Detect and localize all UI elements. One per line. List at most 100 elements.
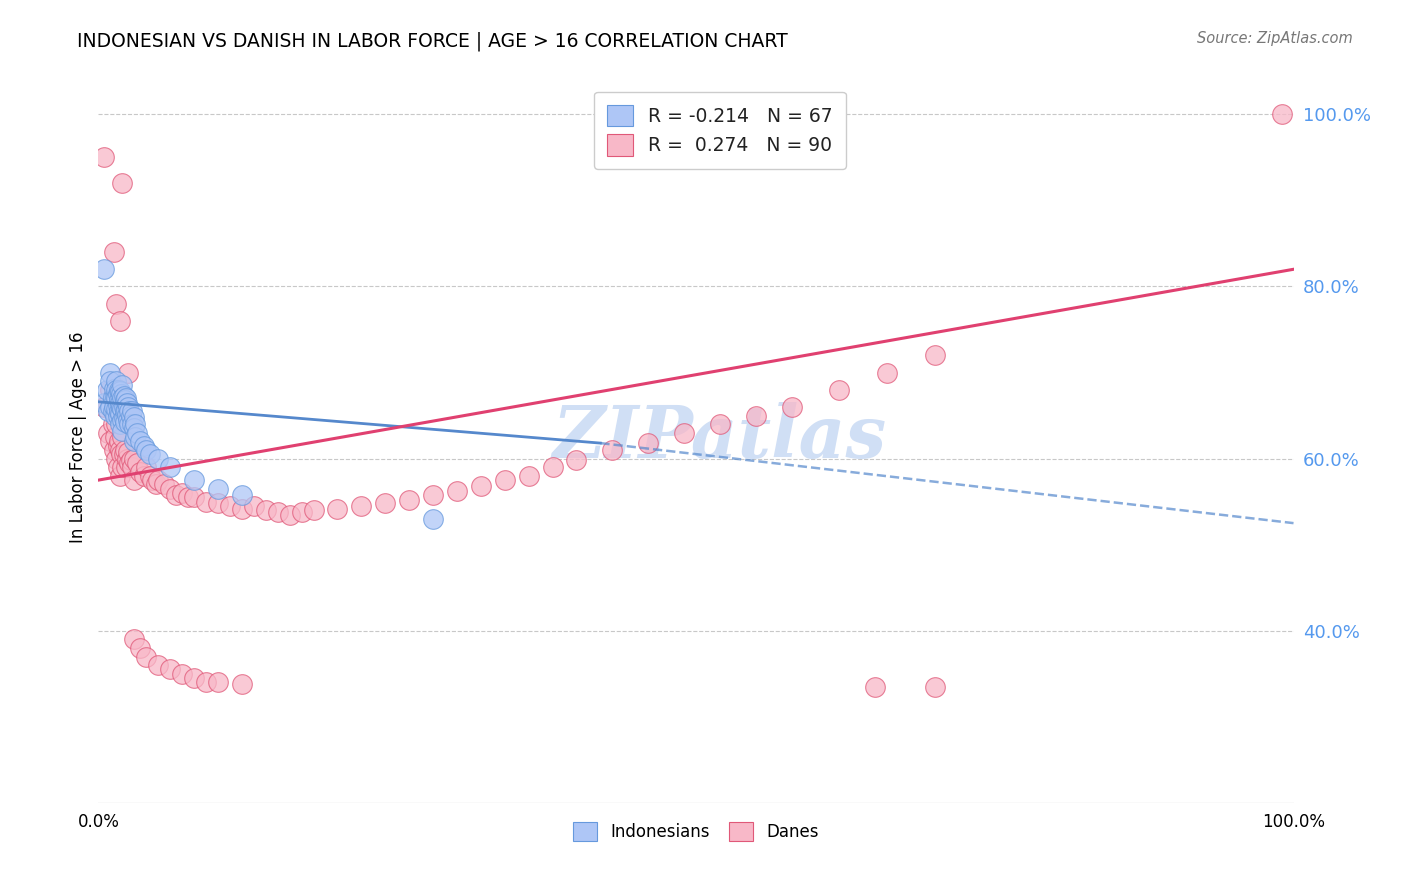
Point <box>118 417 141 432</box>
Point <box>105 417 128 432</box>
Legend: Indonesians, Danes: Indonesians, Danes <box>565 814 827 849</box>
Point <box>114 442 136 457</box>
Point <box>111 424 134 438</box>
Point <box>108 314 131 328</box>
Point <box>104 409 127 423</box>
Point <box>111 460 134 475</box>
Point <box>148 451 170 466</box>
Point <box>124 410 146 425</box>
Point <box>243 499 266 513</box>
Point <box>112 400 135 414</box>
Point <box>107 404 129 418</box>
Point <box>207 675 229 690</box>
Point <box>231 677 253 691</box>
Point <box>108 384 131 399</box>
Point <box>172 486 194 500</box>
Point <box>326 501 349 516</box>
Point <box>135 442 157 457</box>
Point <box>103 400 125 414</box>
Point <box>745 409 768 423</box>
Point <box>278 508 301 522</box>
Point <box>183 491 205 505</box>
Point <box>110 400 132 414</box>
Point <box>112 447 135 461</box>
Point <box>108 395 131 409</box>
Point <box>117 444 139 458</box>
Point <box>195 494 218 508</box>
Point <box>111 430 134 444</box>
Point <box>98 400 122 414</box>
Point <box>541 460 564 475</box>
Point <box>107 439 129 453</box>
Point <box>125 456 148 470</box>
Point <box>124 417 146 432</box>
Point <box>120 453 142 467</box>
Y-axis label: In Labor Force | Age > 16: In Labor Force | Age > 16 <box>69 331 87 543</box>
Point <box>135 460 157 475</box>
Point <box>93 150 115 164</box>
Point <box>183 671 205 685</box>
Point <box>350 499 373 513</box>
Point <box>98 434 122 449</box>
Point <box>108 468 131 483</box>
Point <box>145 477 167 491</box>
Point <box>195 675 218 690</box>
Point <box>105 451 128 466</box>
Point <box>105 383 128 397</box>
Point <box>207 496 229 510</box>
Point <box>302 503 325 517</box>
Point <box>132 439 155 453</box>
Point <box>494 473 516 487</box>
Point <box>101 390 124 404</box>
Point <box>105 374 128 388</box>
Point <box>115 408 138 422</box>
Point <box>125 425 148 440</box>
Point <box>517 468 540 483</box>
Point <box>117 400 139 414</box>
Point <box>159 662 181 676</box>
Point <box>121 417 143 432</box>
Point <box>103 245 125 260</box>
Point <box>132 468 155 483</box>
Point <box>865 680 887 694</box>
Point <box>267 505 290 519</box>
Point <box>422 488 444 502</box>
Point <box>111 401 134 416</box>
Point <box>177 491 200 505</box>
Point <box>148 658 170 673</box>
Point <box>231 488 253 502</box>
Point <box>97 425 120 440</box>
Point <box>104 391 127 405</box>
Point <box>107 393 129 408</box>
Point <box>422 512 444 526</box>
Point <box>115 395 138 409</box>
Point <box>112 389 135 403</box>
Point <box>108 442 131 457</box>
Point <box>121 404 143 418</box>
Point <box>101 417 124 432</box>
Point <box>111 176 134 190</box>
Point <box>1271 107 1294 121</box>
Point <box>780 400 803 414</box>
Point <box>110 447 132 461</box>
Point <box>374 496 396 510</box>
Point <box>637 436 659 450</box>
Text: ZIPatlas: ZIPatlas <box>553 401 887 473</box>
Point <box>110 387 132 401</box>
Point <box>112 411 135 425</box>
Point <box>96 383 118 397</box>
Point <box>924 680 946 694</box>
Point <box>107 398 129 412</box>
Point <box>114 393 136 408</box>
Point <box>124 421 146 435</box>
Point <box>108 417 131 432</box>
Point <box>124 430 146 444</box>
Point <box>111 392 134 406</box>
Point <box>121 460 143 475</box>
Point <box>709 417 731 432</box>
Point <box>172 666 194 681</box>
Point <box>219 499 242 513</box>
Point <box>129 434 152 449</box>
Point <box>291 505 314 519</box>
Point <box>673 425 696 440</box>
